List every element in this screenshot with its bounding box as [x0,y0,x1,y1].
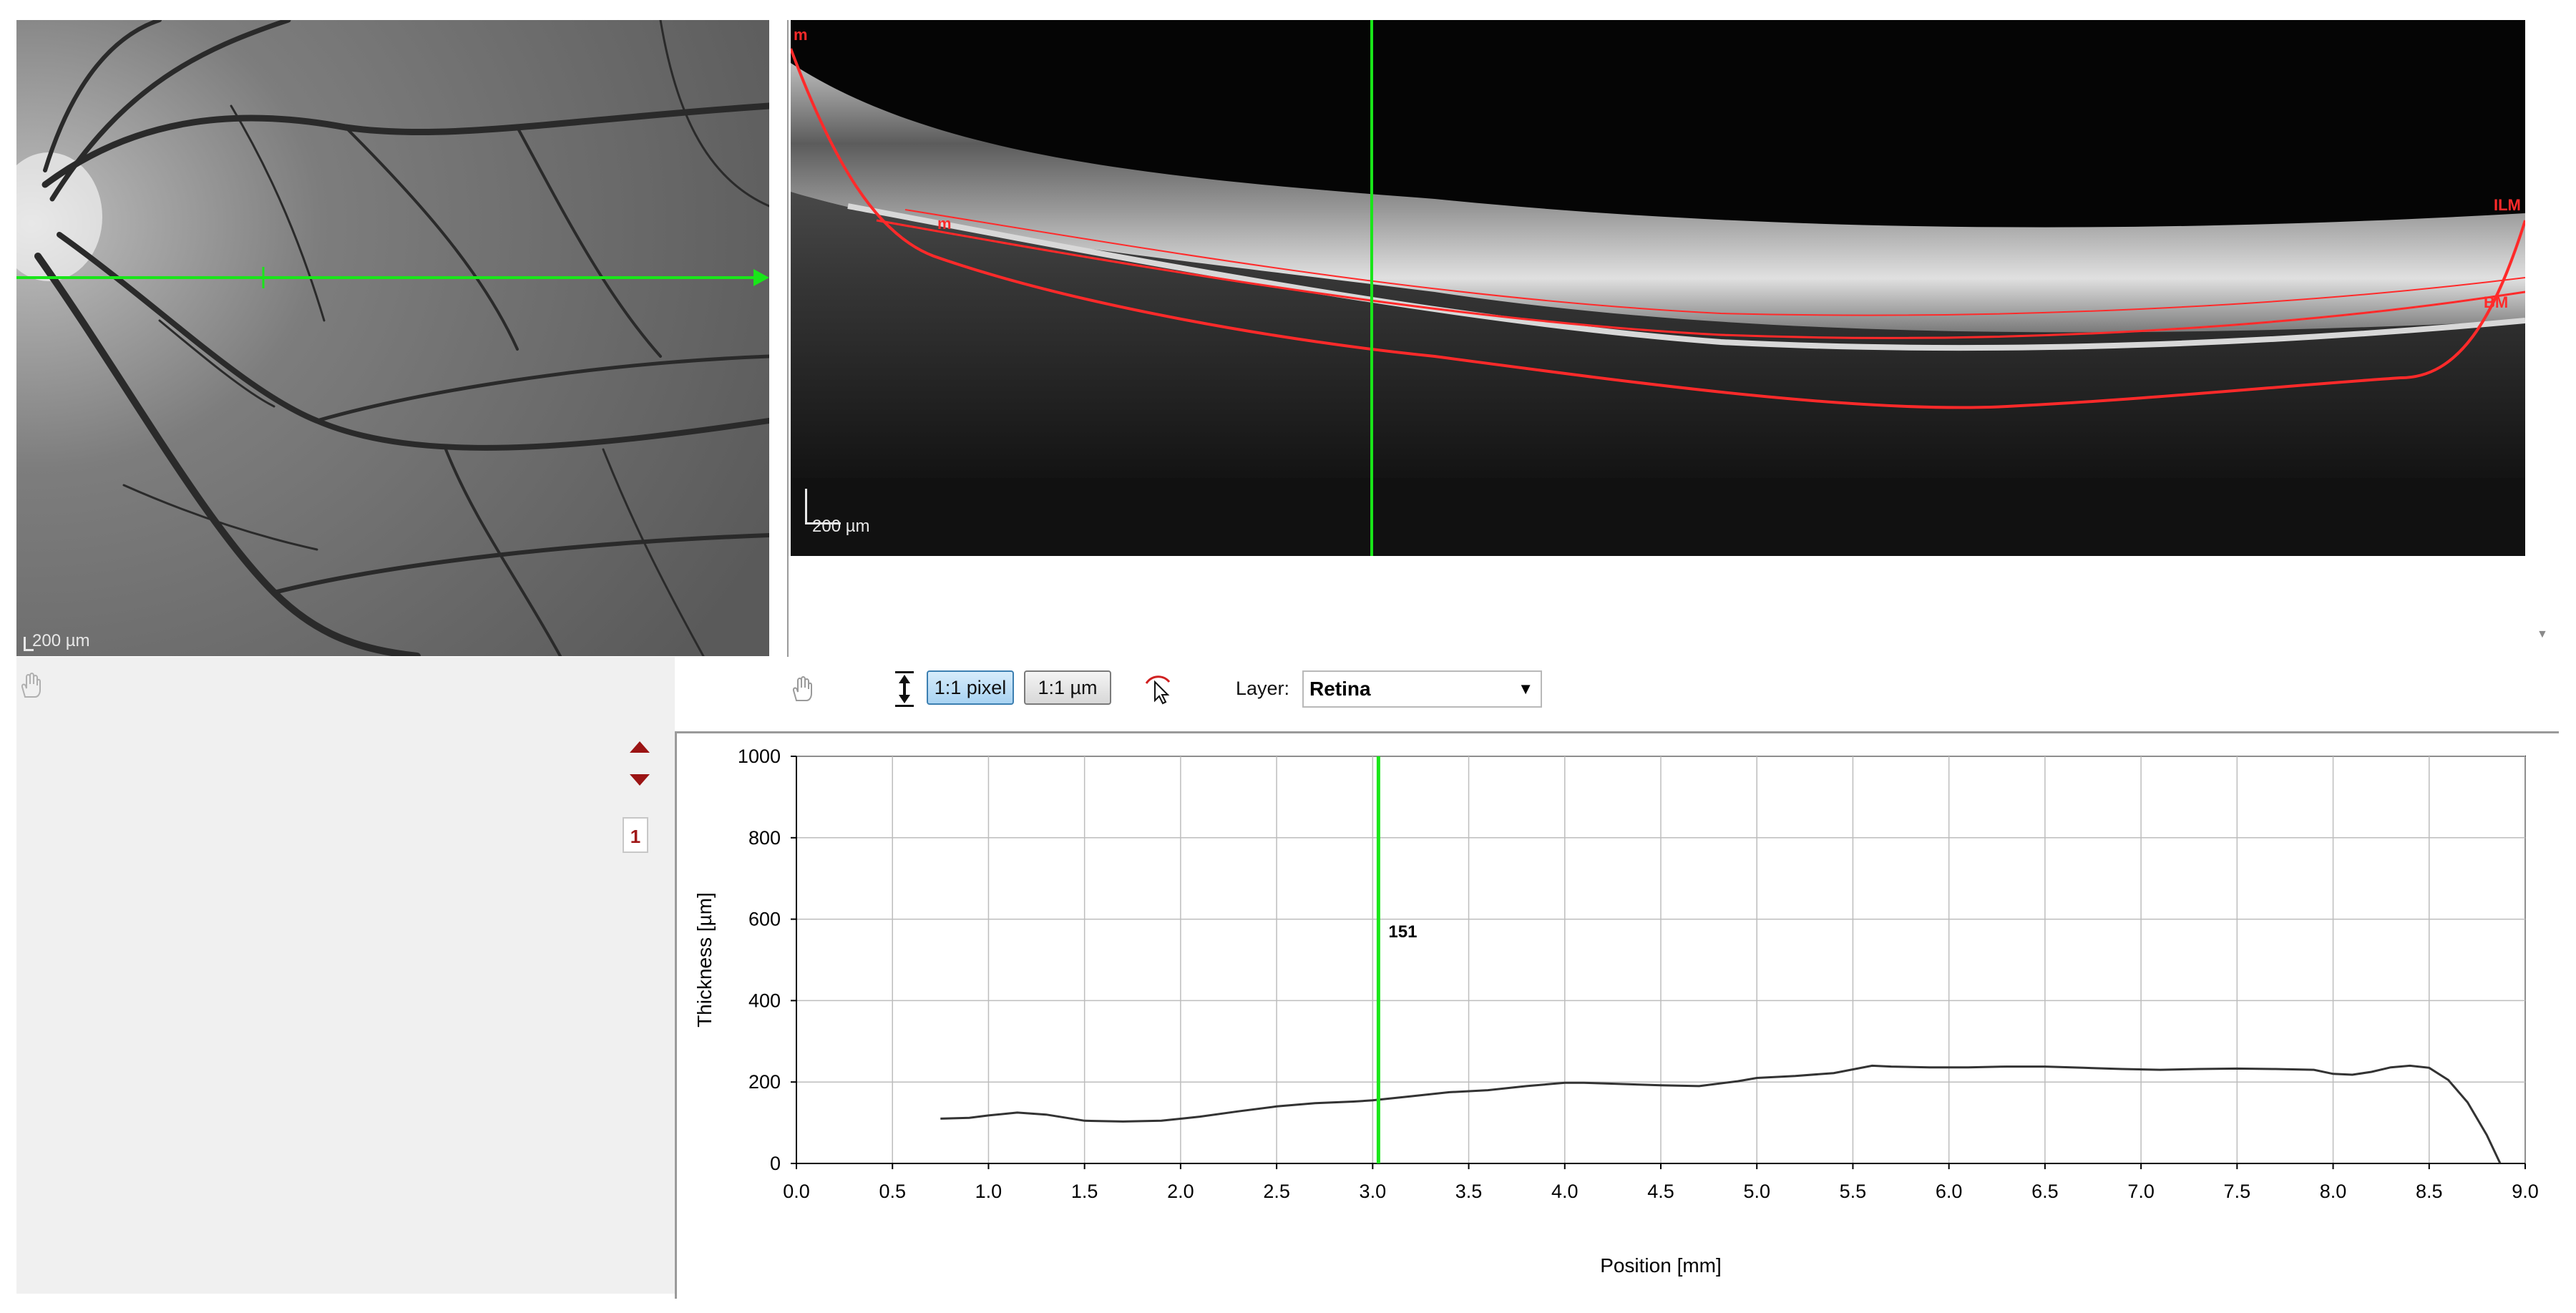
oct-bscan-graphic [791,20,2525,556]
x-tick-label: 1.5 [1071,1181,1098,1202]
x-tick-label: 3.5 [1455,1181,1483,1202]
x-tick-label: 3.0 [1360,1181,1387,1202]
x-tick-label: 9.0 [2512,1181,2539,1202]
thickness-chart-panel: 0.0 0.5 1.0 1.5 2.0 2.5 3.0 3.5 4.0 4.5 5.0 5.5 6.0 6… [675,731,2559,1299]
x-tick-label: 4.5 [1647,1181,1674,1202]
thickness-series-line [940,1064,2502,1164]
vertical-stretch-icon[interactable] [892,670,917,708]
cursor-value-label: 151 [1388,922,1417,942]
y-tick-label: 600 [748,909,781,930]
series-number[interactable]: 1 [623,817,648,853]
fundus-graphic [16,20,769,656]
x-tick-label: 0.5 [879,1181,906,1202]
triangle-up-icon[interactable] [630,741,650,753]
x-tick-label: 1.0 [975,1181,1002,1202]
layer-tag-bm: BM [2484,293,2509,311]
x-axis-label: Position [mm] [1600,1254,1722,1277]
one-to-one-pixel-button[interactable]: 1:1 pixel [927,670,1014,705]
oct-scale-label: 200 µm [812,517,870,536]
layer-label: Layer: [1236,678,1290,699]
x-tick-label: 6.0 [1936,1181,1963,1202]
y-tick-label: 0 [770,1153,781,1174]
hand-icon[interactable] [19,673,42,698]
x-tick-label: 2.5 [1263,1181,1290,1202]
scroll-down-icon[interactable]: ▼ [2537,628,2548,640]
y-tick-label: 200 [748,1071,781,1093]
layer-tag-ilm: ILM [2494,196,2521,214]
x-tick-label: 2.0 [1167,1181,1194,1202]
segmentation-edit-icon[interactable] [1145,673,1174,705]
oct-toolbar: 1:1 pixel 1:1 µm Layer: Retina ▼ [791,662,2558,719]
fundus-image[interactable]: 200 µm [16,20,769,656]
x-tick-label: 5.5 [1840,1181,1867,1202]
hand-icon[interactable] [791,676,814,702]
chevron-down-icon: ▼ [1518,680,1533,698]
y-tick-label: 400 [748,990,781,1011]
x-tick-label: 8.0 [2320,1181,2347,1202]
x-tick-label: 0.0 [783,1181,810,1202]
layer-tag-inner-left: m [937,215,952,233]
one-to-one-um-button[interactable]: 1:1 µm [1024,670,1111,705]
left-lower-panel [16,657,675,1294]
thickness-chart: 0.0 0.5 1.0 1.5 2.0 2.5 3.0 3.5 4.0 4.5 5.0 5.5 6.0 6… [693,746,2539,1277]
layer-select-value: Retina [1309,678,1371,700]
triangle-down-icon[interactable] [630,774,650,786]
fundus-scale-label: 200 µm [32,631,90,650]
y-tick-label: 1000 [738,746,781,767]
x-tick-label: 7.5 [2224,1181,2251,1202]
x-tick-label: 5.0 [1743,1181,1770,1202]
oct-bscan-image[interactable]: 200 µm m m ILM BM [791,20,2525,556]
y-axis-label: Thickness [µm] [693,892,716,1028]
series-nav-arrows [630,741,650,786]
x-tick-label: 4.0 [1551,1181,1579,1202]
x-tick-label: 8.5 [2416,1181,2443,1202]
y-tick-label: 800 [748,827,781,849]
layer-tag-top-left: m [794,26,808,44]
layer-select[interactable]: Retina ▼ [1302,670,1542,708]
x-tick-label: 7.0 [2127,1181,2155,1202]
x-tick-label: 6.5 [2031,1181,2059,1202]
